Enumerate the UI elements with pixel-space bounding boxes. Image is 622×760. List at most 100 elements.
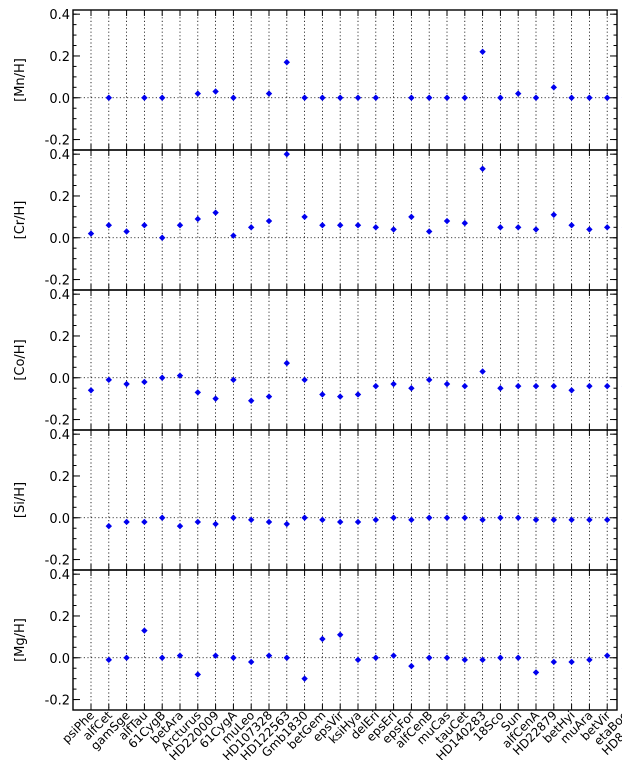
data-point [550, 658, 557, 666]
data-point [105, 376, 112, 384]
data-point [604, 382, 611, 390]
data-point [408, 662, 415, 670]
data-point [354, 656, 362, 664]
data-point [283, 654, 290, 661]
data-point [479, 516, 486, 524]
y-tick-label: 0.2 [49, 50, 70, 65]
data-point [443, 514, 451, 521]
data-point [319, 516, 326, 524]
data-point [265, 652, 273, 659]
y-axis-label: [Mn/H] [13, 58, 28, 102]
data-point [390, 514, 397, 521]
data-point [230, 514, 237, 521]
data-point [265, 518, 273, 526]
panel-frame [72, 289, 618, 431]
data-point [265, 217, 273, 225]
data-point [141, 94, 148, 101]
data-point [532, 94, 540, 101]
data-point [408, 94, 415, 101]
data-point [479, 368, 486, 375]
data-point [586, 516, 593, 524]
data-point [515, 382, 522, 390]
data-point [461, 514, 468, 521]
data-point [372, 382, 379, 390]
panel-frame [72, 429, 618, 571]
y-tick-label: -0.2 [45, 694, 70, 709]
panel-frame [72, 149, 618, 291]
data-point [461, 382, 468, 390]
data-point [319, 222, 326, 229]
data-point [212, 395, 219, 402]
data-point [604, 94, 611, 101]
data-point [568, 516, 575, 524]
data-point [176, 522, 184, 530]
y-tick-label: 0.4 [49, 148, 70, 163]
data-point [479, 656, 486, 664]
data-point [337, 518, 344, 526]
data-point [176, 372, 184, 379]
data-point [212, 520, 219, 528]
data-point [604, 652, 611, 659]
data-point [176, 652, 184, 659]
data-point [390, 652, 397, 659]
data-point [194, 518, 201, 526]
y-tick-label: 0.4 [49, 428, 70, 443]
y-tick-label: -0.2 [45, 554, 70, 569]
data-point [87, 230, 95, 237]
data-point [319, 94, 326, 101]
data-point [550, 516, 557, 524]
data-point [479, 165, 486, 173]
data-point [586, 226, 593, 233]
data-point [408, 213, 415, 221]
data-point [265, 90, 273, 97]
data-point [159, 654, 166, 661]
data-point [283, 59, 290, 66]
data-point [230, 232, 237, 239]
data-point [337, 393, 344, 400]
data-point [604, 516, 611, 524]
y-tick-label: 0.0 [49, 372, 70, 387]
data-point [194, 215, 201, 223]
panel-frame [72, 9, 618, 151]
data-point [194, 389, 201, 396]
data-point [443, 380, 451, 388]
y-tick-label: 0.4 [49, 568, 70, 583]
data-point [479, 48, 486, 55]
y-tick-label: 0.0 [49, 512, 70, 527]
y-tick-label: 0.0 [49, 92, 70, 107]
y-tick-label: 0.4 [49, 8, 70, 23]
data-point [426, 514, 433, 521]
data-point [123, 228, 130, 235]
data-point [372, 654, 379, 661]
data-point [408, 516, 415, 524]
data-point [532, 382, 540, 390]
data-point [426, 376, 433, 384]
data-point [372, 94, 379, 101]
data-point [105, 656, 112, 664]
data-point [337, 222, 344, 229]
y-axis-label: [Si/H] [13, 482, 28, 518]
data-point [515, 654, 522, 661]
data-point [604, 224, 611, 231]
data-point [568, 94, 575, 101]
data-point [319, 391, 326, 398]
data-point [354, 518, 362, 526]
y-axis-label: [Co/H] [13, 339, 28, 380]
data-point [461, 94, 468, 101]
data-point [283, 150, 290, 158]
data-point [230, 654, 237, 661]
data-point [248, 658, 255, 666]
data-point [212, 88, 219, 95]
data-point [301, 213, 308, 221]
data-point [194, 90, 201, 97]
data-point [159, 514, 166, 521]
data-point [105, 222, 112, 229]
data-point [586, 656, 593, 664]
panel-frame [72, 569, 618, 711]
data-point [301, 675, 308, 682]
y-tick-label: 0.4 [49, 288, 70, 303]
y-tick-label: 0.2 [49, 190, 70, 205]
data-point [212, 652, 219, 659]
data-point [230, 94, 237, 101]
data-point [568, 387, 575, 394]
